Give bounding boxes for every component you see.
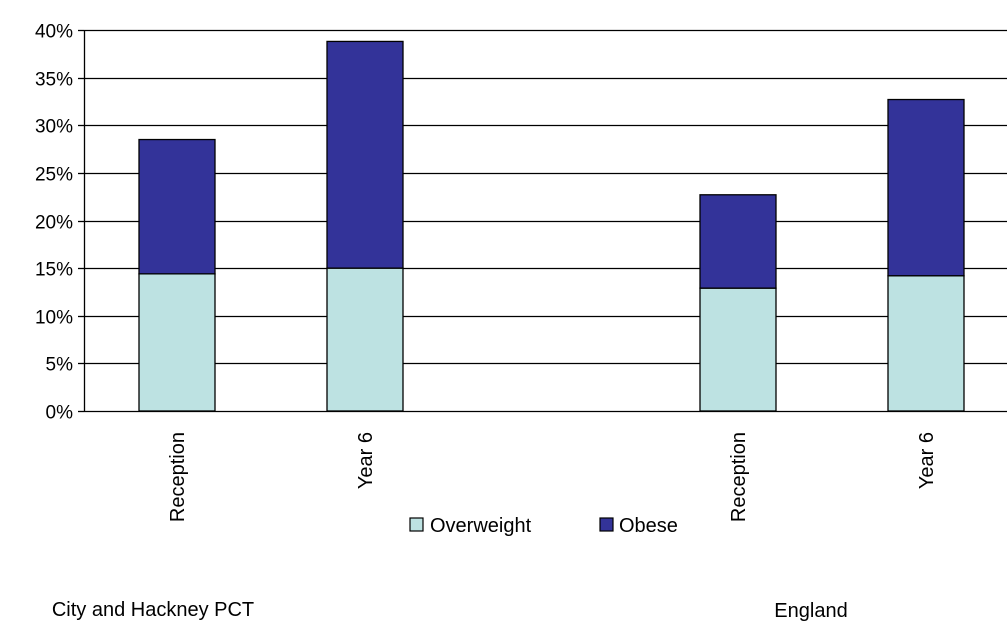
x-category-label: Reception — [167, 432, 189, 522]
x-category-label: Reception — [728, 432, 750, 522]
legend-label-obese: Obese — [619, 515, 678, 537]
y-tick-label: 25% — [35, 165, 73, 186]
bar-segment-overweight — [887, 275, 965, 412]
bar-segment-obese — [699, 194, 777, 289]
x-axis-categories: Reception Year 6 Reception Year 6 — [167, 432, 938, 522]
axes — [78, 29, 1007, 413]
y-tick-label: 35% — [35, 70, 73, 91]
group-labels: City and Hackney PCT England — [52, 599, 848, 621]
bar-segment-obese — [138, 138, 216, 275]
y-tick-label: 0% — [46, 403, 74, 424]
bar-segment-obese — [326, 40, 404, 269]
legend-label-overweight: Overweight — [430, 515, 532, 537]
group-label: England — [774, 600, 847, 621]
y-axis-ticks: 0% 5% 10% 15% 20% 25% 30% 35% 40% — [35, 22, 73, 424]
y-tick-label: 20% — [35, 213, 73, 234]
bars — [138, 40, 965, 412]
bar-segment-overweight — [138, 273, 216, 412]
y-tick-label: 10% — [35, 308, 73, 329]
y-tick-label: 30% — [35, 117, 73, 138]
legend-swatch-overweight — [409, 517, 424, 532]
y-tick-label: 5% — [46, 355, 74, 376]
legend-swatch-obese — [599, 517, 614, 532]
legend: Overweight Obese — [409, 515, 678, 537]
bar-segment-overweight — [699, 287, 777, 412]
x-category-label: Year 6 — [355, 432, 377, 489]
bar-segment-obese — [887, 98, 965, 277]
x-category-label: Year 6 — [916, 432, 938, 489]
y-tick-label: 15% — [35, 260, 73, 281]
group-label: City and Hackney PCT — [52, 599, 254, 621]
bar-segment-overweight — [326, 267, 404, 412]
y-tick-label: 40% — [35, 22, 73, 43]
gridlines — [84, 29, 1007, 365]
